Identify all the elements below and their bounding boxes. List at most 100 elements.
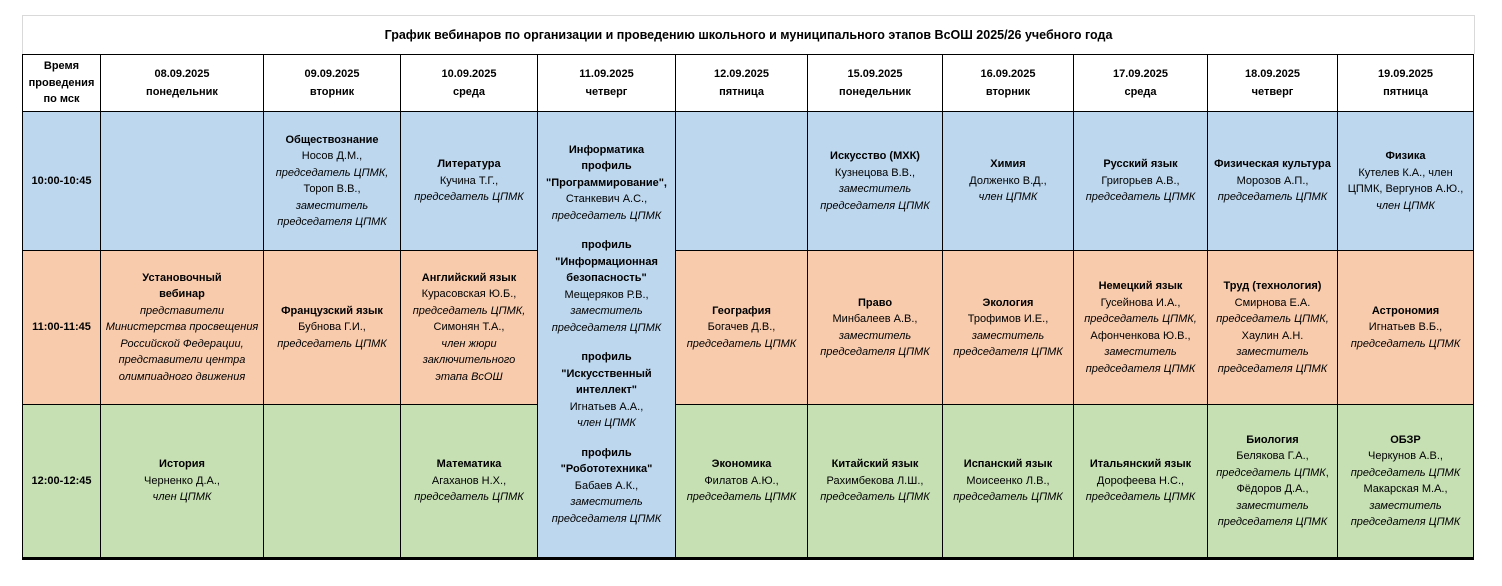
cell-line: Биология bbox=[1212, 432, 1333, 449]
cell-text: Обществознание bbox=[285, 133, 379, 146]
cell-line: заместитель председателя ЦПМК bbox=[947, 328, 1069, 361]
cell-text: член ЦПМК bbox=[1376, 199, 1435, 212]
cell-spacer bbox=[542, 432, 671, 445]
cell-line: председатель ЦПМК bbox=[1212, 189, 1333, 206]
time-cell-11:00-11:45: 11:00-11:45 bbox=[22, 250, 101, 405]
cell-line: Игнатьев В.Б., bbox=[1342, 319, 1469, 336]
cell-text: Гусейнова И.А., bbox=[1100, 296, 1181, 309]
cell-text: Носов Д.М., bbox=[301, 150, 363, 162]
cell-text: Морозов А.П., bbox=[1236, 174, 1309, 187]
schedule-cell-10:00-10:45-08.09.2025 bbox=[100, 111, 264, 251]
cell-line: профиль "Робототехника" bbox=[542, 445, 671, 478]
cell-text: заместитель председателя ЦПМК bbox=[1350, 499, 1461, 529]
cell-line: Экономика bbox=[680, 456, 803, 473]
cell-line: Дорофеева Н.С., bbox=[1078, 473, 1203, 490]
cell-text: член ЦПМК bbox=[152, 491, 212, 504]
cell-line: Литература bbox=[405, 156, 533, 173]
cell-text: Немецкий язык bbox=[1098, 280, 1183, 292]
cell-text: Искусство (МХК) bbox=[830, 150, 920, 162]
cell-line: Носов Д.М., bbox=[268, 148, 396, 165]
cell-line: Бабаев А.К., bbox=[542, 478, 671, 495]
cell-line: председатель ЦПМК bbox=[542, 208, 671, 225]
cell-text: профиль "Робототехника" bbox=[560, 446, 653, 476]
cell-text: Русский язык bbox=[1103, 158, 1178, 171]
cell-line: Экология bbox=[947, 295, 1069, 312]
cell-line: председатель ЦПМК bbox=[405, 489, 533, 506]
cell-text: Смирнова Е.А. bbox=[1234, 296, 1311, 309]
cell-text: Астрономия bbox=[1371, 304, 1440, 317]
cell-text: Итальянский язык bbox=[1089, 458, 1192, 471]
cell-text: заместитель председателя ЦПМК bbox=[820, 329, 930, 359]
cell-text: председатель ЦПМК, bbox=[412, 304, 526, 317]
cell-line: Филатов А.Ю., bbox=[680, 473, 803, 490]
schedule-cell-12:00-12:45-16.09.2025: Испанский язык Моисеенко Л.В., председател… bbox=[942, 404, 1074, 559]
cell-line: Тороп В.В., bbox=[268, 181, 396, 198]
cell-line: Кузнецова В.В., bbox=[812, 165, 938, 182]
schedule-cell-11:00-11:45-16.09.2025: Экология Трофимов И.Е., заместитель предсе… bbox=[942, 250, 1074, 405]
cell-line: член ЦПМК bbox=[542, 415, 671, 432]
cell-text: Долженко В.Д., bbox=[969, 174, 1047, 187]
time-column-header: Время проведения по мск bbox=[22, 54, 101, 112]
cell-text: Труд (технология) bbox=[1223, 280, 1322, 292]
cell-text: заместитель председателя ЦПМК bbox=[1085, 346, 1196, 375]
schedule-cell-11:00-11:45-18.09.2025: Труд (технология) Смирнова Е.А. председат… bbox=[1207, 250, 1338, 405]
cell-line: председатель ЦПМК bbox=[680, 489, 803, 506]
cell-text: Минбалеев А.В., bbox=[832, 313, 918, 325]
cell-text: Экология bbox=[982, 296, 1034, 309]
cell-text: председатель ЦПМК, bbox=[1084, 313, 1197, 325]
day-header-date: 19.09.2025 bbox=[1377, 67, 1434, 80]
cell-text: председатель ЦПМК bbox=[277, 337, 387, 350]
schedule-cell-11:00-11:45-12.09.2025: География Богачев Д.В., председатель ЦПМК bbox=[675, 250, 808, 405]
schedule-cell-11:00-11:45-19.09.2025: Астрономия Игнатьев В.Б., председатель ЦПМ… bbox=[1337, 250, 1474, 405]
day-header-11.09.2025: 11.09.2025 четверг bbox=[537, 54, 676, 112]
schedule-cell-10:00-10:45-16.09.2025: Химия Долженко В.Д., член ЦПМК bbox=[942, 111, 1074, 251]
page-title: График вебинаров по организации и провед… bbox=[22, 15, 1475, 54]
cell-text: председатель ЦПМК bbox=[1217, 191, 1328, 204]
cell-line: заместитель председателя ЦПМК bbox=[812, 328, 938, 361]
cell-line: Физическая культура bbox=[1212, 156, 1333, 173]
cell-text: Экономика bbox=[711, 458, 772, 471]
cell-line: Немецкий язык bbox=[1078, 278, 1203, 295]
cell-line: заместитель председателя ЦПМК bbox=[1078, 344, 1203, 377]
day-header-weekday: понедельник bbox=[146, 86, 218, 98]
time-cell-12:00-12:45: 12:00-12:45 bbox=[22, 404, 101, 559]
cell-text: вебинар bbox=[159, 288, 205, 301]
cell-line: вебинар bbox=[105, 286, 259, 303]
cell-line: Искусство (МХК) bbox=[812, 148, 938, 165]
cell-line: Установочный bbox=[105, 270, 259, 287]
cell-text: председатель ЦПМК bbox=[953, 491, 1063, 504]
cell-text: Химия bbox=[990, 158, 1026, 171]
schedule-cell-10:00-10:45-12.09.2025 bbox=[675, 111, 808, 251]
cell-line: заместитель председателя ЦПМК bbox=[812, 181, 938, 214]
cell-text: Мещеряков Р.В., bbox=[564, 288, 649, 301]
cell-line: председатель ЦПМК, bbox=[405, 303, 533, 320]
schedule-cell-10:00-10:45-11.09.2025: Информатика профиль "Программирование", Ст… bbox=[537, 111, 676, 559]
cell-line: представители Министерства просвещения Р… bbox=[105, 303, 259, 353]
schedule-cell-10:00-10:45-18.09.2025: Физическая культура Морозов А.П., председа… bbox=[1207, 111, 1338, 251]
cell-text: Рахимбекова Л.Ш., bbox=[826, 474, 924, 487]
cell-line: Кутелев К.А., член ЦПМК, Вергунов А.Ю., … bbox=[1342, 165, 1469, 215]
cell-text: председатель ЦПМК, bbox=[1216, 313, 1329, 325]
schedule-cell-12:00-12:45-09.09.2025 bbox=[263, 404, 401, 559]
webinar-schedule-sheet: График вебинаров по организации и провед… bbox=[22, 15, 1475, 560]
cell-line: Бубнова Г.И., bbox=[268, 319, 396, 336]
cell-text: Английский язык bbox=[421, 271, 517, 284]
cell-text: Филатов А.Ю., bbox=[704, 474, 779, 487]
cell-text: член ЦПМК bbox=[577, 417, 636, 430]
cell-text: Трофимов И.Е., bbox=[967, 313, 1049, 325]
cell-text: заместитель председателя ЦПМК bbox=[1217, 346, 1328, 375]
day-header-date: 08.09.2025 bbox=[154, 67, 210, 80]
cell-text: заместитель председателя ЦПМК bbox=[551, 305, 662, 334]
cell-text: представители центра олимпиадного движен… bbox=[118, 354, 246, 383]
cell-line: Английский язык bbox=[405, 270, 533, 287]
day-header-10.09.2025: 10.09.2025 среда bbox=[400, 54, 538, 112]
cell-text: История bbox=[159, 458, 205, 471]
schedule-cell-10:00-10:45-17.09.2025: Русский язык Григорьев А.В., председатель … bbox=[1073, 111, 1208, 251]
cell-line: Григорьев А.В., bbox=[1078, 173, 1203, 190]
cell-line: Труд (технология) bbox=[1212, 278, 1333, 295]
day-header-weekday: среда bbox=[1124, 86, 1157, 98]
cell-text: заместитель председателя ЦПМК bbox=[953, 329, 1063, 359]
cell-line: Черкунов А.В., bbox=[1342, 448, 1469, 465]
cell-line: Математика bbox=[405, 456, 533, 473]
cell-line: Смирнова Е.А. председатель ЦПМК, Хаулин … bbox=[1212, 295, 1333, 378]
